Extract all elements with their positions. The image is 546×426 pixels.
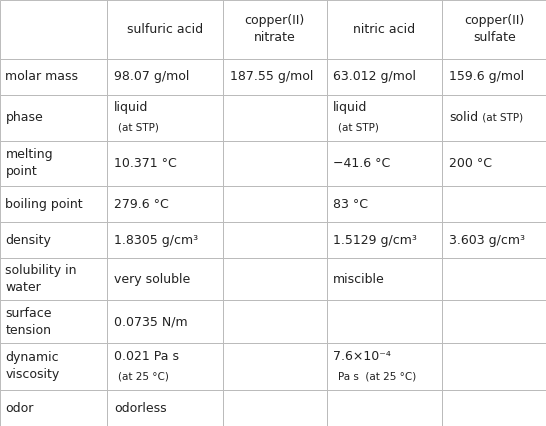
Text: −41.6 °C: −41.6 °C: [333, 157, 390, 170]
Text: very soluble: very soluble: [114, 273, 190, 286]
Text: miscible: miscible: [333, 273, 385, 286]
Bar: [442, 300, 546, 343]
Text: solubility in
water: solubility in water: [5, 264, 77, 294]
Bar: [442, 390, 546, 426]
Text: nitric acid: nitric acid: [353, 23, 416, 36]
Text: solid: solid: [449, 111, 478, 124]
Bar: [442, 59, 546, 95]
Text: melting
point: melting point: [5, 148, 53, 178]
Bar: [327, 59, 442, 95]
Text: 10.371 °C: 10.371 °C: [114, 157, 176, 170]
Text: liquid: liquid: [114, 101, 148, 114]
Text: (at STP): (at STP): [118, 123, 159, 132]
Bar: [442, 95, 546, 141]
Bar: [327, 390, 442, 426]
Bar: [327, 343, 442, 390]
Bar: [107, 186, 223, 222]
Bar: [0, 390, 107, 426]
Bar: [0, 343, 107, 390]
Text: 1.8305 g/cm³: 1.8305 g/cm³: [114, 233, 198, 247]
Text: 159.6 g/mol: 159.6 g/mol: [449, 70, 524, 83]
Bar: [223, 0, 327, 59]
Text: 0.0735 N/m: 0.0735 N/m: [114, 315, 187, 328]
Text: 0.021 Pa s: 0.021 Pa s: [114, 350, 179, 363]
Text: boiling point: boiling point: [5, 198, 83, 211]
Text: surface
tension: surface tension: [5, 307, 52, 337]
Bar: [327, 95, 442, 141]
Bar: [107, 141, 223, 186]
Bar: [223, 390, 327, 426]
Bar: [442, 186, 546, 222]
Bar: [0, 0, 107, 59]
Bar: [327, 258, 442, 300]
Bar: [442, 343, 546, 390]
Text: sulfuric acid: sulfuric acid: [127, 23, 203, 36]
Bar: [327, 141, 442, 186]
Text: 279.6 °C: 279.6 °C: [114, 198, 169, 211]
Bar: [223, 258, 327, 300]
Text: 7.6×10⁻⁴: 7.6×10⁻⁴: [333, 350, 391, 363]
Bar: [107, 0, 223, 59]
Bar: [442, 258, 546, 300]
Bar: [107, 258, 223, 300]
Text: 98.07 g/mol: 98.07 g/mol: [114, 70, 189, 83]
Bar: [107, 59, 223, 95]
Text: copper(II)
nitrate: copper(II) nitrate: [245, 14, 305, 44]
Bar: [0, 300, 107, 343]
Text: 63.012 g/mol: 63.012 g/mol: [333, 70, 416, 83]
Bar: [327, 222, 442, 258]
Text: 200 °C: 200 °C: [449, 157, 492, 170]
Bar: [327, 186, 442, 222]
Bar: [223, 59, 327, 95]
Bar: [442, 0, 546, 59]
Bar: [0, 59, 107, 95]
Bar: [107, 95, 223, 141]
Bar: [0, 186, 107, 222]
Text: density: density: [5, 233, 51, 247]
Text: 187.55 g/mol: 187.55 g/mol: [229, 70, 313, 83]
Bar: [107, 390, 223, 426]
Bar: [442, 222, 546, 258]
Text: molar mass: molar mass: [5, 70, 79, 83]
Text: (at 25 °C): (at 25 °C): [118, 372, 169, 382]
Text: 1.5129 g/cm³: 1.5129 g/cm³: [333, 233, 417, 247]
Text: 83 °C: 83 °C: [333, 198, 368, 211]
Bar: [223, 343, 327, 390]
Bar: [0, 95, 107, 141]
Bar: [0, 222, 107, 258]
Bar: [442, 141, 546, 186]
Text: copper(II)
sulfate: copper(II) sulfate: [464, 14, 524, 44]
Text: Pa s  (at 25 °C): Pa s (at 25 °C): [337, 372, 416, 382]
Text: 3.603 g/cm³: 3.603 g/cm³: [449, 233, 525, 247]
Bar: [223, 300, 327, 343]
Bar: [0, 141, 107, 186]
Bar: [107, 222, 223, 258]
Text: (at STP): (at STP): [337, 123, 378, 132]
Text: (at STP): (at STP): [479, 112, 523, 123]
Bar: [223, 141, 327, 186]
Bar: [223, 222, 327, 258]
Bar: [107, 300, 223, 343]
Bar: [107, 343, 223, 390]
Text: phase: phase: [5, 111, 43, 124]
Bar: [0, 258, 107, 300]
Text: dynamic
viscosity: dynamic viscosity: [5, 351, 60, 381]
Text: odor: odor: [5, 402, 34, 414]
Bar: [223, 95, 327, 141]
Text: liquid: liquid: [333, 101, 367, 114]
Text: odorless: odorless: [114, 402, 167, 414]
Bar: [327, 300, 442, 343]
Bar: [223, 186, 327, 222]
Bar: [327, 0, 442, 59]
